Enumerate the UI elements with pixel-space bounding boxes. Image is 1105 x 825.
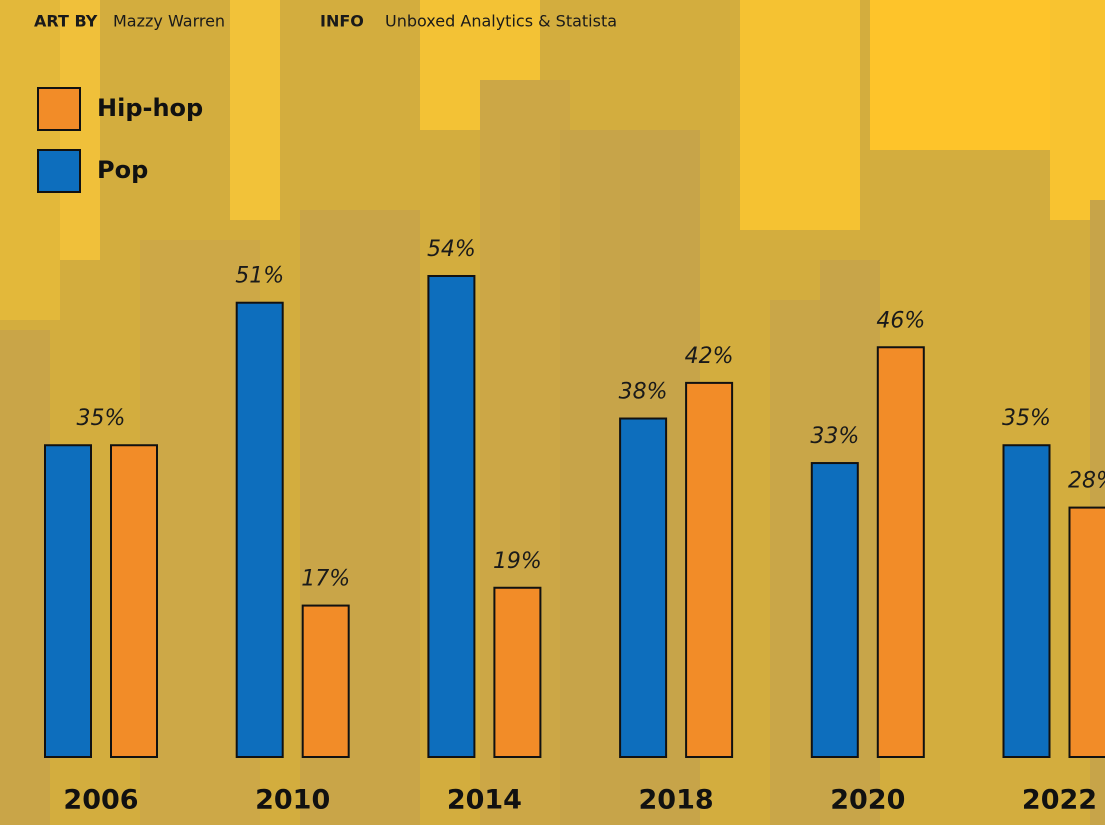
credit-art-name: Mazzy Warren xyxy=(113,12,225,31)
data-label: 17% xyxy=(301,567,350,592)
bar xyxy=(111,445,157,757)
credit-info-label: INFO xyxy=(320,12,364,31)
bar xyxy=(812,463,858,757)
legend-label: Pop xyxy=(97,156,148,184)
data-label: 35% xyxy=(1002,406,1051,431)
bar xyxy=(1004,445,1050,757)
legend-swatch xyxy=(38,88,80,130)
x-tick-label: 2006 xyxy=(63,785,138,816)
data-label: 28% xyxy=(1068,469,1105,494)
data-label: 33% xyxy=(810,424,859,449)
data-label: 38% xyxy=(619,380,668,405)
bar xyxy=(1070,508,1105,757)
x-tick-label: 2010 xyxy=(255,785,330,816)
bar xyxy=(45,445,91,757)
credit-art-label: ART BY xyxy=(34,12,98,31)
bar xyxy=(878,347,924,757)
x-tick-label: 2014 xyxy=(447,785,522,816)
data-label: 35% xyxy=(77,406,126,431)
x-tick-label: 2020 xyxy=(830,785,905,816)
x-tick-label: 2022 xyxy=(1022,785,1097,816)
data-label: 54% xyxy=(427,237,476,262)
legend-label: Hip-hop xyxy=(97,94,203,122)
bar xyxy=(686,383,732,757)
chart: ART BY Mazzy Warren INFO Unboxed Analyti… xyxy=(0,0,1105,825)
bar xyxy=(303,606,349,757)
bar xyxy=(428,276,474,757)
data-label: 19% xyxy=(493,549,542,574)
x-tick-label: 2018 xyxy=(639,785,714,816)
legend-swatch xyxy=(38,150,80,192)
skyline-background xyxy=(0,0,1105,825)
bar xyxy=(620,419,666,757)
data-label: 46% xyxy=(876,308,925,333)
data-label: 51% xyxy=(235,264,284,289)
data-label: 42% xyxy=(685,344,734,369)
bar xyxy=(237,303,283,757)
page: ART BY Mazzy Warren INFO Unboxed Analyti… xyxy=(0,0,1105,825)
credit-info-source: Unboxed Analytics & Statista xyxy=(385,12,617,31)
bar xyxy=(494,588,540,757)
